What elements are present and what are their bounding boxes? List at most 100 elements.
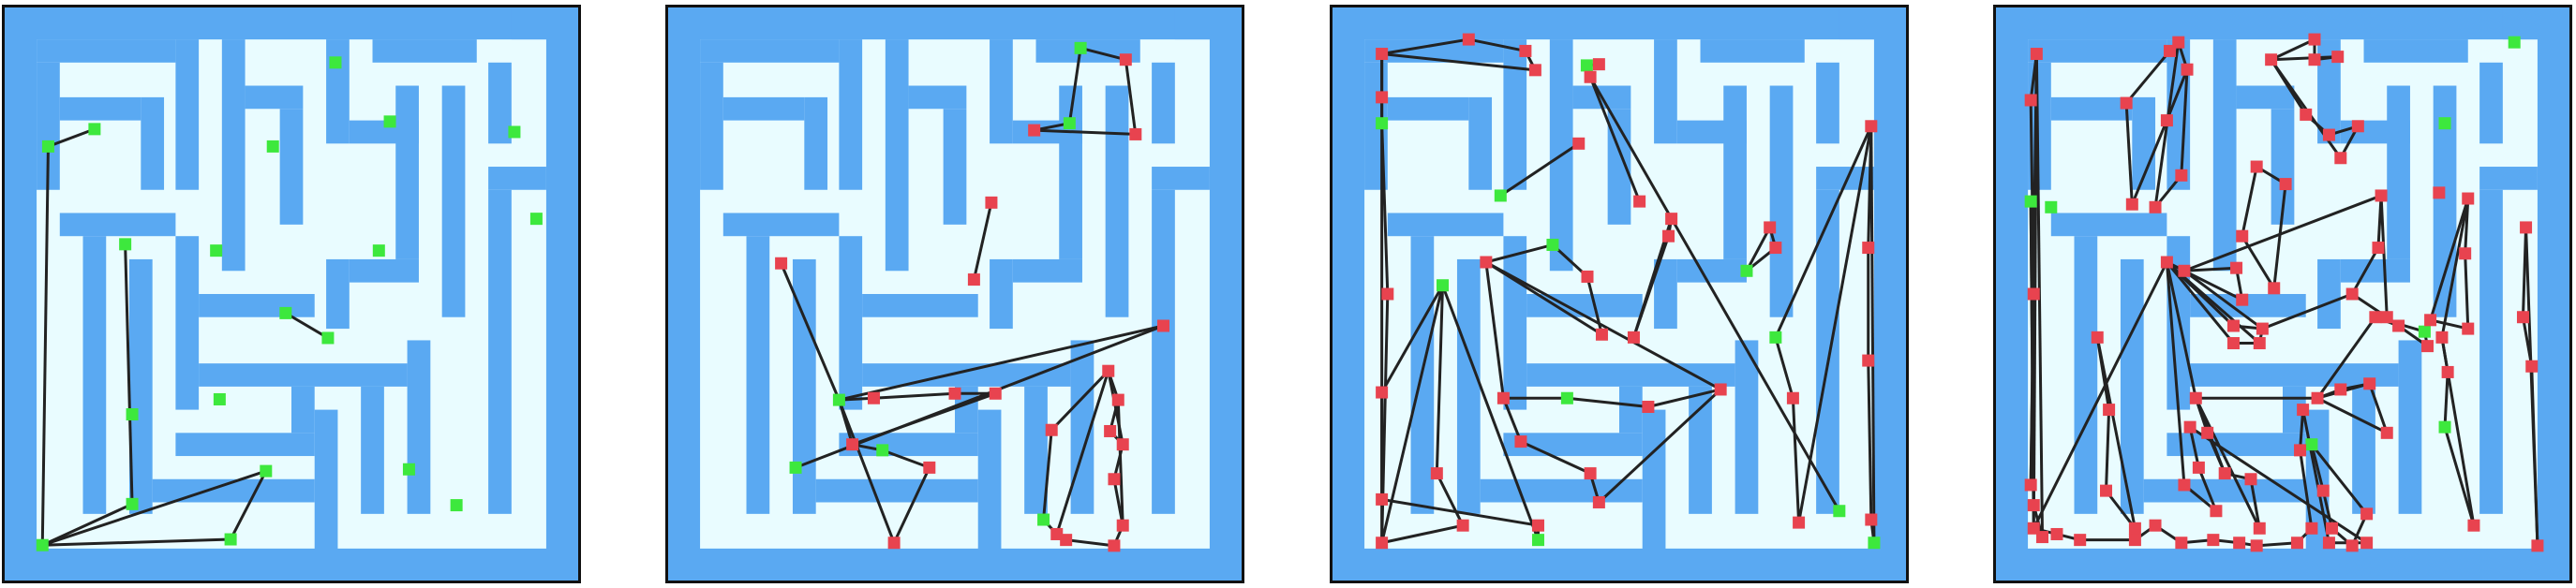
red-node: [2027, 287, 2040, 301]
graph-edge: [1867, 360, 1873, 521]
red-node: [2322, 128, 2335, 141]
red-node: [2074, 534, 2087, 547]
red-node: [2520, 221, 2533, 234]
red-node: [948, 387, 961, 400]
graph-edge: [229, 470, 268, 540]
graph-edge: [41, 469, 267, 547]
graph-edge: [2249, 478, 2261, 529]
graph-edge: [1520, 440, 1591, 475]
red-node: [2331, 51, 2345, 64]
red-node: [1129, 127, 1142, 140]
graph-edge: [1774, 336, 1794, 399]
red-node: [1102, 364, 1115, 377]
panel-2: [665, 5, 1244, 583]
graph-edge: [2130, 120, 2168, 205]
green-node: [529, 213, 543, 226]
graph-edge: [2321, 490, 2333, 529]
red-node: [1045, 423, 1058, 436]
red-node: [2326, 522, 2339, 535]
red-node: [1592, 58, 1605, 71]
graph-edge: [2261, 292, 2353, 331]
green-node: [383, 115, 396, 128]
red-node: [2250, 160, 2263, 173]
green-node: [402, 463, 415, 476]
green-node: [2418, 325, 2431, 338]
red-node: [2433, 186, 2446, 199]
graph-edge: [2430, 318, 2469, 331]
red-node: [2441, 365, 2454, 378]
graph-edge: [2183, 270, 2264, 331]
graph-edge: [972, 202, 993, 280]
graph-edge: [2105, 490, 2137, 530]
red-node: [2250, 539, 2263, 552]
red-node: [2192, 461, 2205, 474]
green-node: [279, 306, 292, 319]
panel-border: [1993, 5, 2572, 583]
red-node: [2218, 467, 2231, 480]
panel-3: [1330, 5, 1909, 583]
red-node: [2027, 499, 2040, 512]
green-node: [2045, 200, 2058, 213]
graph-edge: [2188, 426, 2200, 468]
graph-edge: [1588, 76, 1642, 202]
green-node: [2305, 438, 2318, 451]
green-node: [224, 533, 237, 546]
red-node: [2175, 537, 2188, 550]
green-node: [1063, 117, 1076, 130]
red-node: [2230, 261, 2243, 274]
red-node: [2265, 53, 2278, 66]
red-node: [2128, 534, 2141, 547]
red-node: [2207, 534, 2220, 547]
green-node: [1074, 41, 1087, 54]
red-node: [1584, 70, 1597, 83]
green-node: [1560, 391, 1573, 404]
red-node: [1496, 391, 1510, 404]
graph-edge: [2105, 409, 2111, 492]
graph-edge: [2443, 372, 2449, 428]
graph-edge: [2196, 466, 2218, 512]
green-node: [41, 140, 54, 153]
graph-edge: [780, 262, 841, 401]
green-node: [126, 408, 139, 421]
red-node: [1381, 287, 1394, 301]
green-node: [1376, 117, 1389, 130]
graph-edge: [1567, 396, 1649, 409]
red-node: [1627, 331, 1640, 344]
green-node: [1531, 534, 1544, 547]
graph-edge: [2194, 397, 2261, 529]
red-node: [1862, 242, 1875, 255]
graph-edge: [1116, 400, 1124, 526]
red-node: [2531, 539, 2544, 552]
red-node: [2125, 198, 2138, 211]
graph-edge: [2183, 194, 2382, 272]
red-node: [1862, 354, 1875, 367]
red-node: [2392, 319, 2405, 332]
graph-edge: [2429, 198, 2470, 321]
graph-edge: [2165, 261, 2197, 399]
graph-edge: [2299, 409, 2305, 450]
graph-edge: [2316, 396, 2388, 434]
green-node: [260, 464, 273, 478]
red-node: [2311, 391, 2324, 404]
graph-edge: [837, 399, 896, 544]
panel-border: [665, 5, 1244, 583]
graph-edge: [285, 312, 329, 340]
red-node: [1865, 120, 1878, 133]
graph-edge: [1485, 260, 1721, 391]
red-node: [2360, 537, 2374, 550]
red-node: [1050, 527, 1064, 540]
red-node: [867, 391, 880, 404]
green-node: [1833, 505, 1846, 518]
graph-edge: [2440, 198, 2470, 338]
graph-edge: [2166, 261, 2235, 345]
graph-edge: [1381, 523, 1464, 545]
red-node: [2525, 360, 2539, 373]
red-node: [2027, 522, 2040, 535]
graph-edge: [2180, 69, 2189, 176]
graph-edge: [837, 399, 855, 446]
red-node: [2030, 48, 2043, 61]
red-node: [2178, 478, 2191, 492]
green-node: [2438, 420, 2451, 434]
red-node: [2160, 114, 2173, 127]
red-node: [1108, 539, 1121, 552]
